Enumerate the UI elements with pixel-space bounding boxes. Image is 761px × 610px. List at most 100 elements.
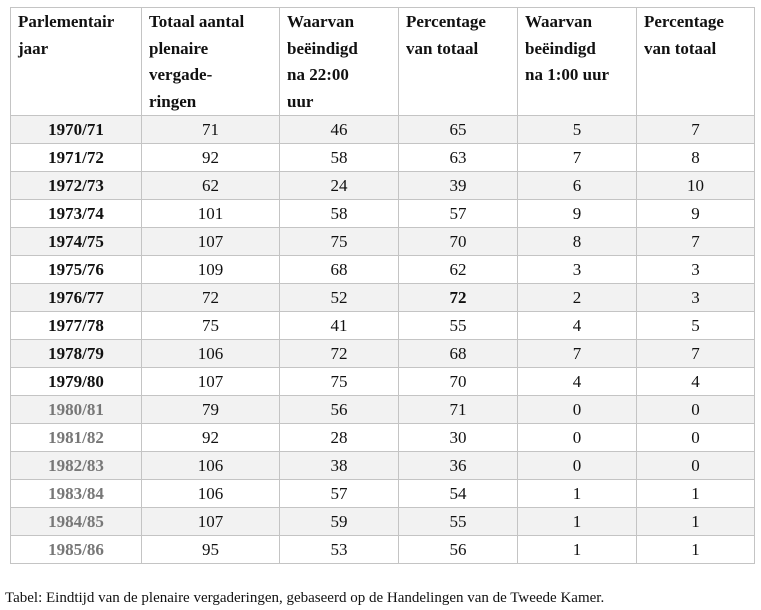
pct1-cell: 9 xyxy=(636,199,755,228)
table-row: 1982/83 106 38 36 0 0 xyxy=(10,451,755,480)
header-year: Parlementair jaar xyxy=(10,7,142,116)
year-cell: 1977/78 xyxy=(10,311,142,340)
after22-cell: 24 xyxy=(279,171,399,200)
pct22-cell: 70 xyxy=(398,367,518,396)
total-cell: 107 xyxy=(141,507,280,536)
total-cell: 107 xyxy=(141,367,280,396)
total-cell: 95 xyxy=(141,535,280,564)
after22-cell: 56 xyxy=(279,395,399,424)
total-cell: 106 xyxy=(141,339,280,368)
pct1-cell: 8 xyxy=(636,143,755,172)
after1-cell: 2 xyxy=(517,283,637,312)
year-cell: 1972/73 xyxy=(10,171,142,200)
table-row: 1981/82 92 28 30 0 0 xyxy=(10,423,755,452)
pct22-cell: 72 xyxy=(398,283,518,312)
table-row: 1974/75 107 75 70 8 7 xyxy=(10,227,755,256)
after22-cell: 72 xyxy=(279,339,399,368)
after22-cell: 59 xyxy=(279,507,399,536)
after22-cell: 58 xyxy=(279,199,399,228)
total-cell: 92 xyxy=(141,143,280,172)
year-cell: 1973/74 xyxy=(10,199,142,228)
pct1-cell: 7 xyxy=(636,115,755,144)
table-caption: Tabel: Eindtijd van de plenaire vergader… xyxy=(5,590,605,606)
after1-cell: 0 xyxy=(517,423,637,452)
after1-cell: 7 xyxy=(517,143,637,172)
after1-cell: 8 xyxy=(517,227,637,256)
table-row: 1972/73 62 24 39 6 10 xyxy=(10,171,755,200)
pct1-cell: 0 xyxy=(636,423,755,452)
table-row: 1975/76 109 68 62 3 3 xyxy=(10,255,755,284)
after22-cell: 57 xyxy=(279,479,399,508)
year-cell: 1978/79 xyxy=(10,339,142,368)
header-ended-after-22: Waarvan beëindigd na 22:00 uur xyxy=(279,7,399,116)
pct22-cell: 65 xyxy=(398,115,518,144)
pct22-cell: 68 xyxy=(398,339,518,368)
pct22-cell: 62 xyxy=(398,255,518,284)
total-cell: 71 xyxy=(141,115,280,144)
pct1-cell: 0 xyxy=(636,451,755,480)
total-cell: 106 xyxy=(141,479,280,508)
pct22-cell: 30 xyxy=(398,423,518,452)
after22-cell: 75 xyxy=(279,367,399,396)
table-row: 1978/79 106 72 68 7 7 xyxy=(10,339,755,368)
pct22-cell: 54 xyxy=(398,479,518,508)
year-cell: 1985/86 xyxy=(10,535,142,564)
pct1-cell: 7 xyxy=(636,339,755,368)
pct22-cell: 70 xyxy=(398,227,518,256)
pct1-cell: 1 xyxy=(636,479,755,508)
year-cell: 1970/71 xyxy=(10,115,142,144)
pct1-cell: 10 xyxy=(636,171,755,200)
table-row: 1985/86 95 53 56 1 1 xyxy=(10,535,755,564)
table-row: 1983/84 106 57 54 1 1 xyxy=(10,479,755,508)
table-body: 1970/71 71 46 65 5 7 1971/72 92 58 63 7 … xyxy=(10,115,755,564)
total-cell: 79 xyxy=(141,395,280,424)
after1-cell: 0 xyxy=(517,395,637,424)
total-cell: 107 xyxy=(141,227,280,256)
pct22-cell: 36 xyxy=(398,451,518,480)
year-cell: 1979/80 xyxy=(10,367,142,396)
after1-cell: 4 xyxy=(517,367,637,396)
after22-cell: 53 xyxy=(279,535,399,564)
after1-cell: 5 xyxy=(517,115,637,144)
pct22-cell: 57 xyxy=(398,199,518,228)
year-cell: 1983/84 xyxy=(10,479,142,508)
after22-cell: 58 xyxy=(279,143,399,172)
year-cell: 1976/77 xyxy=(10,283,142,312)
pct1-cell: 1 xyxy=(636,507,755,536)
after22-cell: 41 xyxy=(279,311,399,340)
total-cell: 109 xyxy=(141,255,280,284)
year-cell: 1982/83 xyxy=(10,451,142,480)
after22-cell: 52 xyxy=(279,283,399,312)
table-row: 1973/74 101 58 57 9 9 xyxy=(10,199,755,228)
header-row: Parlementair jaar Totaal aantal plenaire… xyxy=(10,7,755,116)
year-cell: 1975/76 xyxy=(10,255,142,284)
year-cell: 1981/82 xyxy=(10,423,142,452)
pct1-cell: 3 xyxy=(636,283,755,312)
pct22-cell: 55 xyxy=(398,311,518,340)
after1-cell: 4 xyxy=(517,311,637,340)
year-cell: 1971/72 xyxy=(10,143,142,172)
pct1-cell: 5 xyxy=(636,311,755,340)
total-cell: 101 xyxy=(141,199,280,228)
after22-cell: 28 xyxy=(279,423,399,452)
year-cell: 1974/75 xyxy=(10,227,142,256)
header-total-sessions: Totaal aantal plenaire vergade- ringen xyxy=(141,7,280,116)
pct22-cell: 71 xyxy=(398,395,518,424)
sessions-table: Parlementair jaar Totaal aantal plenaire… xyxy=(10,7,755,564)
pct22-cell: 63 xyxy=(398,143,518,172)
table-row: 1979/80 107 75 70 4 4 xyxy=(10,367,755,396)
table-header: Parlementair jaar Totaal aantal plenaire… xyxy=(10,7,755,116)
after22-cell: 68 xyxy=(279,255,399,284)
year-cell: 1984/85 xyxy=(10,507,142,536)
table-row: 1976/77 72 52 72 2 3 xyxy=(10,283,755,312)
after1-cell: 1 xyxy=(517,507,637,536)
table-row: 1977/78 75 41 55 4 5 xyxy=(10,311,755,340)
pct1-cell: 3 xyxy=(636,255,755,284)
header-ended-after-1: Waarvan beëindigd na 1:00 uur xyxy=(517,7,637,116)
after1-cell: 9 xyxy=(517,199,637,228)
table-row: 1980/81 79 56 71 0 0 xyxy=(10,395,755,424)
pct22-cell: 56 xyxy=(398,535,518,564)
after22-cell: 38 xyxy=(279,451,399,480)
total-cell: 92 xyxy=(141,423,280,452)
after22-cell: 75 xyxy=(279,227,399,256)
